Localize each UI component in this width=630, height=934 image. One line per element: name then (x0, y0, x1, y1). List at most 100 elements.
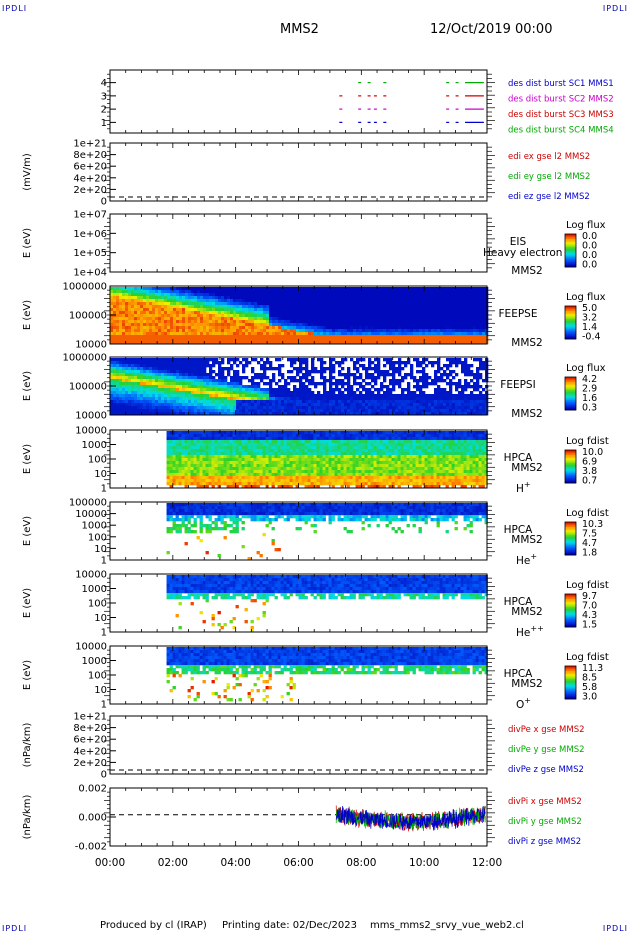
spectro-cell (122, 391, 126, 395)
spectro-cell (374, 406, 378, 410)
spectro-cell (257, 400, 261, 404)
spectro-cell (251, 338, 255, 342)
spectro-cell (326, 403, 330, 407)
spectro-cell (202, 470, 206, 474)
spectro-cell (251, 287, 255, 291)
spectro-cell (380, 290, 384, 294)
spectro-cell (353, 391, 357, 395)
spectro-cell (329, 409, 333, 413)
spectro-cell (134, 409, 138, 413)
spectro-cell (200, 311, 204, 315)
spectro-cell (332, 332, 336, 336)
spectro-cell (238, 455, 242, 459)
spectro-cell (181, 482, 185, 486)
spectro-cell (167, 341, 171, 345)
spectro-cell (218, 293, 222, 297)
spectro-cell (473, 326, 477, 330)
spectro-cell (287, 370, 291, 374)
spectro-cell (464, 358, 468, 362)
spectro-cell (479, 302, 483, 306)
spectro-cell (377, 341, 381, 345)
spectro-cell (178, 431, 182, 435)
spectro-cell (461, 391, 465, 395)
spectro-cell (449, 314, 453, 318)
spectro-cell (425, 305, 429, 309)
spectro-cell (326, 341, 330, 345)
spectro-cell (368, 376, 372, 380)
colorbar-cell (565, 329, 576, 332)
spectro-cell (236, 403, 240, 407)
spectro-cell (320, 320, 324, 324)
spectro-cell (206, 403, 210, 407)
spectro-cell (443, 394, 447, 398)
spectro-cell (482, 338, 486, 342)
spectro-cell (212, 323, 216, 327)
spectro-cell (311, 317, 315, 321)
spectro-cell (202, 458, 206, 462)
spectro-cell (440, 406, 444, 410)
spectro-cell (422, 370, 426, 374)
spectro-cell (434, 329, 438, 333)
spectro-cell (131, 361, 135, 365)
spectro-cell (290, 370, 294, 374)
spectro-cell (220, 431, 224, 435)
spectro-cell (284, 317, 288, 321)
spectro-cell (440, 394, 444, 398)
spectro-cell (122, 379, 126, 383)
spectro-cell (227, 296, 231, 300)
spectro-cell (296, 394, 300, 398)
spectro-cell (224, 311, 228, 315)
spectro-cell (302, 403, 306, 407)
spectro-cell (389, 287, 393, 291)
spectro-cell (209, 320, 213, 324)
spectro-cell (172, 455, 176, 459)
spectro-cell (401, 293, 405, 297)
spectro-cell (425, 287, 429, 291)
spectro-cell (371, 335, 375, 339)
spectro-cell (452, 361, 456, 365)
spectro-cell (371, 367, 375, 371)
spectro-cell (404, 326, 408, 330)
spectro-cell (220, 440, 224, 444)
spectro-cell (347, 329, 351, 333)
spectro-cell (229, 440, 233, 444)
spectro-cell (278, 305, 282, 309)
spectro-cell (428, 332, 432, 336)
spectro-cell (389, 382, 393, 386)
spectro-cell (236, 397, 240, 401)
spectro-cell (146, 287, 150, 291)
spectro-cell (116, 290, 120, 294)
spectro-cell (203, 332, 207, 336)
spectro-cell (329, 406, 333, 410)
spectro-cell (353, 361, 357, 365)
spectro-cell (371, 361, 375, 365)
spectro-cell (137, 364, 141, 368)
spacecraft-title: MMS2 (280, 22, 319, 37)
spectro-cell (383, 326, 387, 330)
spectro-cell (122, 367, 126, 371)
spectro-cell (134, 311, 138, 315)
spectro-cell (404, 311, 408, 315)
spectro-cell (269, 296, 273, 300)
spectro-cell (323, 326, 327, 330)
spectro-cell (209, 391, 213, 395)
spectro-cell (173, 385, 177, 389)
spectro-cell (323, 317, 327, 321)
spectro-cell (149, 332, 153, 336)
spectro-cell (233, 311, 237, 315)
spectro-cell (178, 449, 182, 453)
spectro-cell (419, 338, 423, 342)
spectro-cell (149, 391, 153, 395)
spectro-cell (119, 314, 123, 318)
spectro-cell (248, 299, 252, 303)
spectro-cell (278, 379, 282, 383)
spectro-cell (176, 323, 180, 327)
spectro-cell (194, 412, 198, 416)
spectro-cell (374, 341, 378, 345)
spectro-cell (119, 302, 123, 306)
spectro-cell (470, 394, 474, 398)
spectro-cell (176, 367, 180, 371)
spectro-cell (236, 335, 240, 339)
spectro-cell (164, 293, 168, 297)
spectro-cell (422, 305, 426, 309)
